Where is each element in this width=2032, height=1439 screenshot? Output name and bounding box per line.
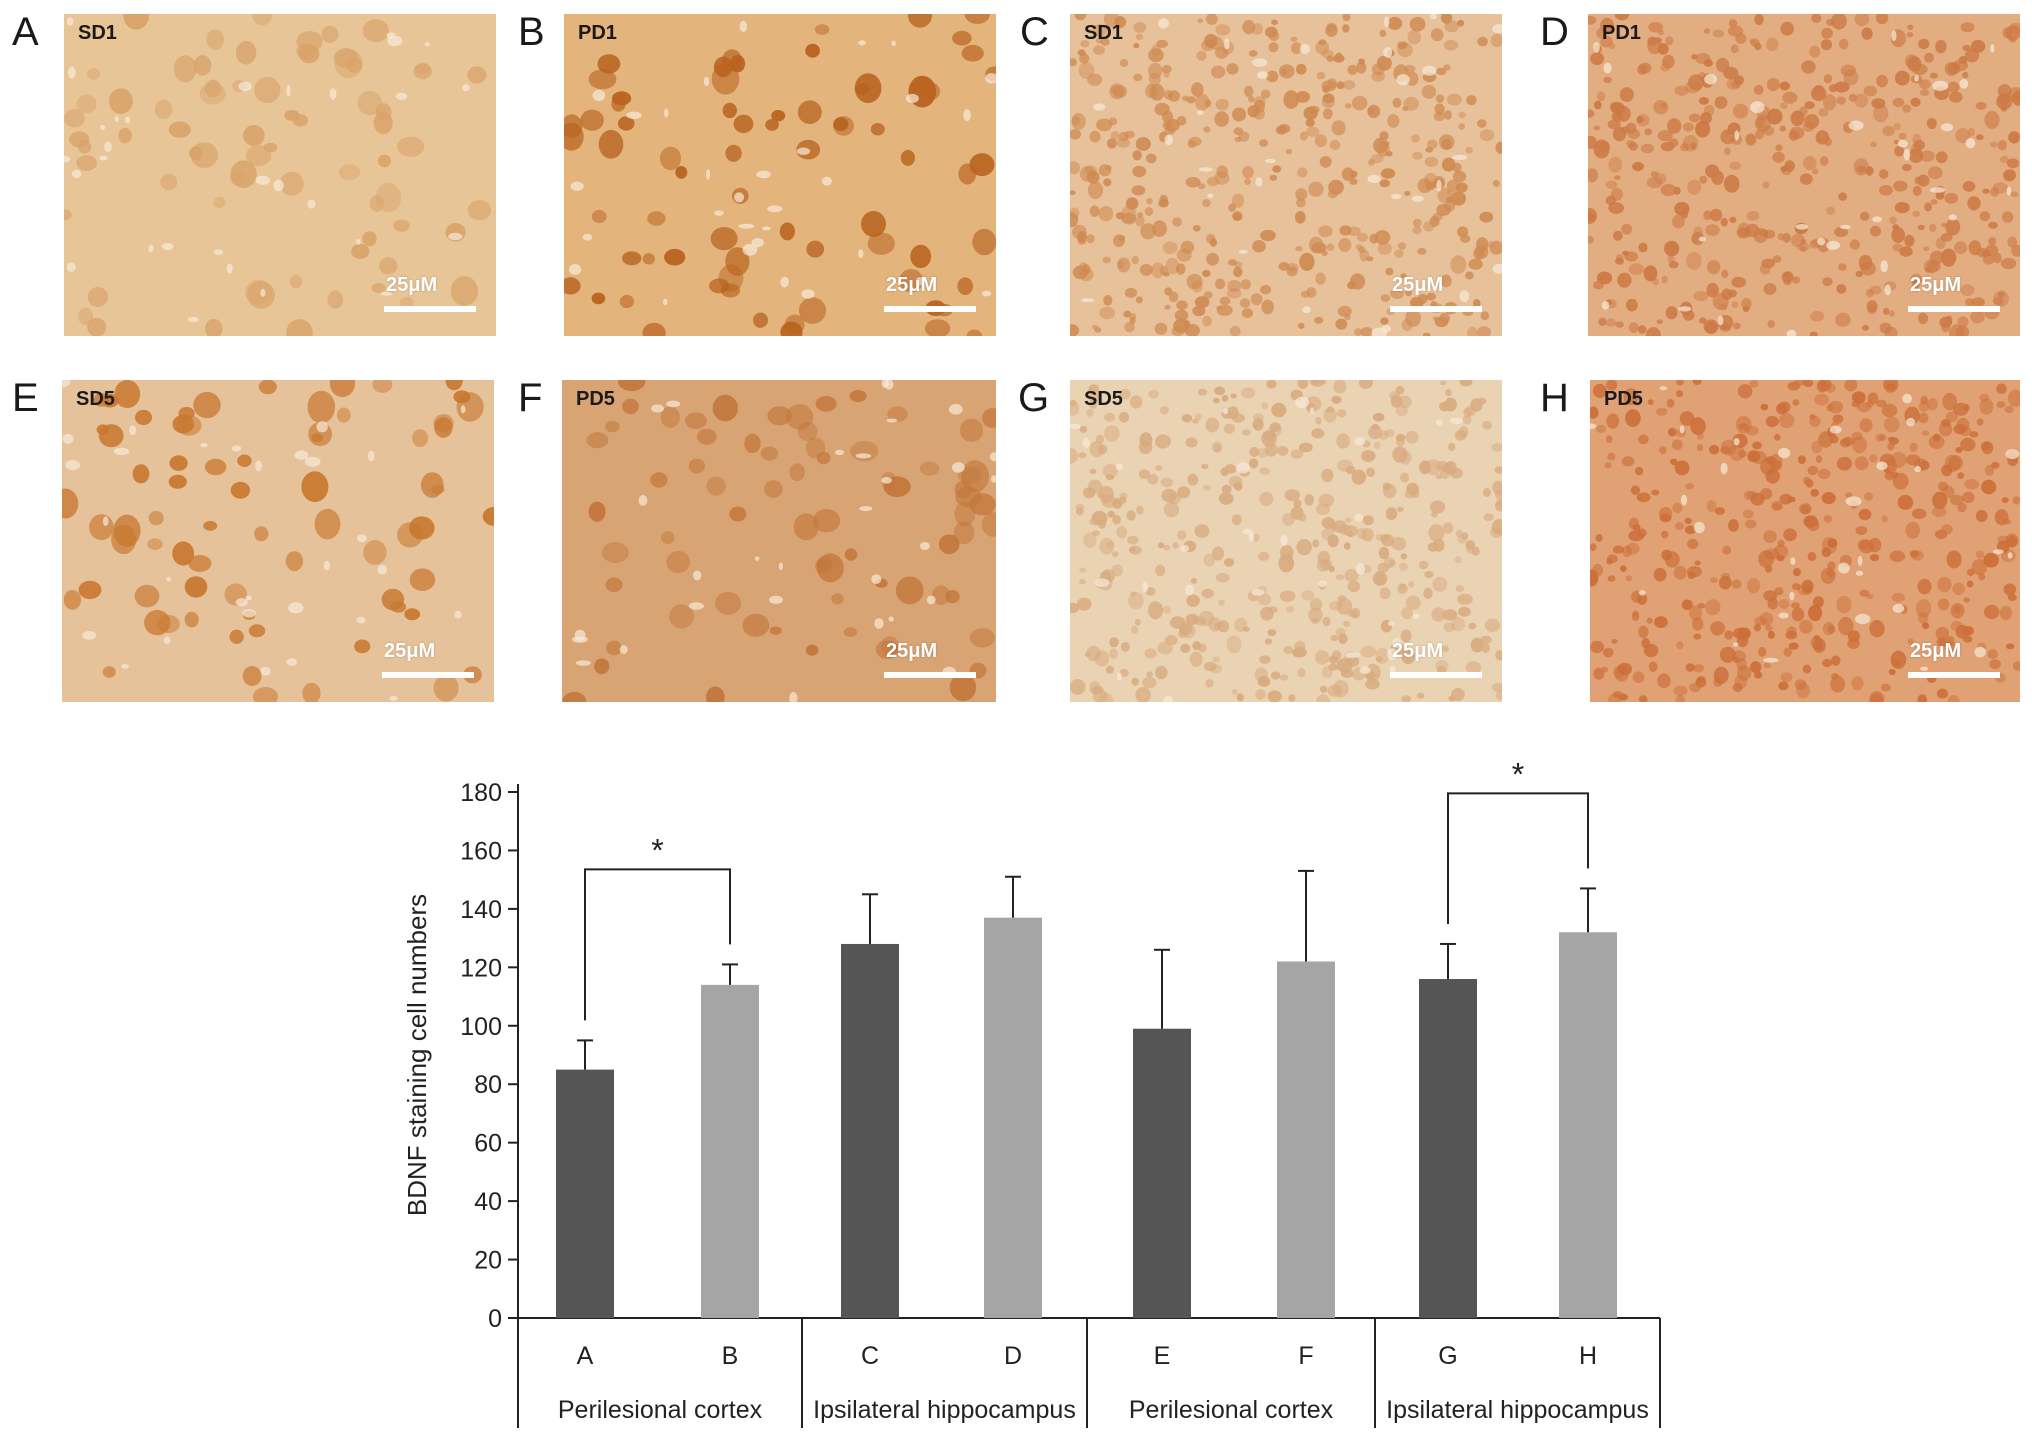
scale-bar-label: 25μM bbox=[886, 274, 938, 296]
condition-label: PD5 bbox=[576, 388, 615, 410]
condition-label: SD5 bbox=[1084, 388, 1123, 410]
micrograph-image: PD1 25μM bbox=[564, 14, 996, 336]
x-group-label: Perilesional cortex bbox=[558, 1396, 763, 1424]
significance-marker: * bbox=[1512, 756, 1524, 792]
condition-label: SD1 bbox=[78, 22, 117, 44]
panel-letter: F bbox=[518, 376, 543, 420]
y-tick-label: 160 bbox=[460, 837, 502, 865]
x-tick-label: F bbox=[1298, 1342, 1313, 1370]
micrograph-image: SD5 25μM bbox=[62, 380, 494, 702]
panel-letter: H bbox=[1540, 376, 1569, 420]
bar-b bbox=[701, 984, 759, 1318]
scale-bar bbox=[1390, 672, 1482, 678]
scale-bar bbox=[384, 306, 476, 312]
condition-label: SD1 bbox=[1084, 22, 1123, 44]
significance-bracket bbox=[584, 868, 731, 1021]
bar-f bbox=[1277, 961, 1335, 1318]
y-tick-label: 20 bbox=[474, 1247, 502, 1275]
y-tick-label: 40 bbox=[474, 1188, 502, 1216]
condition-label: PD1 bbox=[1602, 22, 1641, 44]
micrograph-image: SD1 25μM bbox=[1070, 14, 1502, 336]
y-tick-label: 60 bbox=[474, 1130, 502, 1158]
tissue-texture bbox=[562, 380, 996, 702]
y-tick-label: 180 bbox=[460, 779, 502, 807]
tissue-texture bbox=[62, 380, 494, 702]
bar-c bbox=[841, 943, 899, 1318]
bar-h bbox=[1559, 932, 1617, 1318]
x-tick-label: G bbox=[1438, 1342, 1457, 1370]
y-tick-label: 0 bbox=[488, 1305, 502, 1333]
tissue-texture bbox=[1070, 14, 1502, 336]
scale-bar bbox=[382, 672, 474, 678]
x-tick-label: H bbox=[1579, 1342, 1597, 1370]
y-tick-label: 140 bbox=[460, 896, 502, 924]
micrograph-image: PD5 25μM bbox=[1590, 380, 2020, 702]
micrograph-image: SD5 25μM bbox=[1070, 380, 1502, 702]
y-tick-label: 100 bbox=[460, 1013, 502, 1041]
significance-marker: * bbox=[651, 832, 663, 868]
scale-bar-label: 25μM bbox=[1910, 640, 1962, 662]
y-tick-label: 120 bbox=[460, 954, 502, 982]
scale-bar bbox=[1908, 306, 2000, 312]
scale-bar-label: 25μM bbox=[384, 640, 436, 662]
x-group-label: Ipsilateral hippocampus bbox=[1386, 1396, 1649, 1424]
x-tick-label: B bbox=[722, 1342, 739, 1370]
scale-bar-label: 25μM bbox=[1392, 640, 1444, 662]
tissue-texture bbox=[1590, 380, 2020, 702]
micrograph-image: PD1 25μM bbox=[1588, 14, 2020, 336]
panel-letter: G bbox=[1018, 376, 1050, 420]
scale-bar bbox=[884, 672, 976, 678]
x-tick-label: A bbox=[577, 1342, 594, 1370]
x-group-label: Ipsilateral hippocampus bbox=[813, 1396, 1076, 1424]
panel-letter: B bbox=[518, 10, 545, 54]
bar-d bbox=[984, 917, 1042, 1318]
scale-bar-label: 25μM bbox=[1910, 274, 1962, 296]
y-axis-label: BDNF staining cell numbers bbox=[402, 894, 432, 1216]
tissue-texture bbox=[1070, 380, 1502, 702]
x-tick-label: D bbox=[1004, 1342, 1022, 1370]
tissue-texture bbox=[1588, 14, 2020, 336]
scale-bar bbox=[1908, 672, 2000, 678]
condition-label: SD5 bbox=[76, 388, 115, 410]
panel-letter: E bbox=[12, 376, 39, 420]
panel-letter: A bbox=[12, 10, 39, 54]
scale-bar bbox=[1390, 306, 1482, 312]
panel-letter: D bbox=[1540, 10, 1569, 54]
x-tick-label: E bbox=[1154, 1342, 1171, 1370]
y-tick-label: 80 bbox=[474, 1071, 502, 1099]
scale-bar-label: 25μM bbox=[886, 640, 938, 662]
significance-bracket bbox=[1447, 792, 1589, 924]
micrograph-image: SD1 25μM bbox=[64, 14, 496, 336]
bar-g bbox=[1419, 979, 1477, 1318]
bar-a bbox=[556, 1069, 614, 1318]
x-group-label: Perilesional cortex bbox=[1129, 1396, 1334, 1424]
x-tick-label: C bbox=[861, 1342, 879, 1370]
panel-letter: C bbox=[1020, 10, 1049, 54]
micrograph-image: PD5 25μM bbox=[562, 380, 996, 702]
scale-bar bbox=[884, 306, 976, 312]
scale-bar-label: 25μM bbox=[386, 274, 438, 296]
scale-bar-label: 25μM bbox=[1392, 274, 1444, 296]
condition-label: PD1 bbox=[578, 22, 617, 44]
tissue-texture bbox=[64, 14, 496, 336]
bar-e bbox=[1133, 1028, 1191, 1318]
tissue-texture bbox=[564, 14, 996, 336]
condition-label: PD5 bbox=[1604, 388, 1643, 410]
